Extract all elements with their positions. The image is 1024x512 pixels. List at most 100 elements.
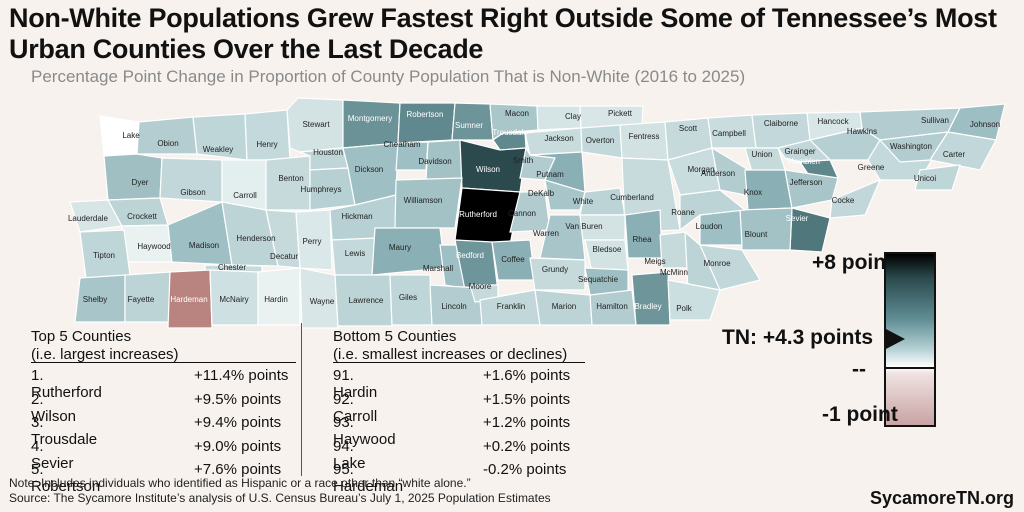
county-dyer xyxy=(103,153,163,201)
county-label-cumberland: Cumberland xyxy=(610,193,654,202)
county-label-jackson: Jackson xyxy=(544,134,573,143)
top5-county-name: 1. Rutherford xyxy=(31,367,102,401)
county-label-bradley: Bradley xyxy=(634,302,661,311)
county-bradley xyxy=(631,271,671,326)
county-label-franklin: Franklin xyxy=(497,302,525,311)
county-label-wilson: Wilson xyxy=(476,165,500,174)
legend-zero-line xyxy=(886,367,934,369)
county-label-hawkins: Hawkins xyxy=(847,127,877,136)
county-macon xyxy=(489,103,539,142)
county-label-trousdale: Trousdale xyxy=(492,128,528,137)
county-perry xyxy=(295,209,333,271)
bottom5-county-name: 93. Haywood xyxy=(333,414,396,448)
county-label-fentress: Fentress xyxy=(628,132,659,141)
county-label-weakley: Weakley xyxy=(203,145,234,154)
county-grundy xyxy=(529,257,586,291)
county-label-jefferson: Jefferson xyxy=(790,178,823,187)
county-label-marion: Marion xyxy=(552,302,576,311)
county-label-haywood: Haywood xyxy=(137,242,170,251)
county-label-hardin: Hardin xyxy=(264,295,288,304)
chart-subtitle: Percentage Point Change in Proportion of… xyxy=(31,67,746,86)
county-label-scott: Scott xyxy=(679,124,698,133)
county-anderson xyxy=(711,146,753,196)
county-robertson xyxy=(397,102,456,144)
bottom5-change-value: +0.2% points xyxy=(483,437,571,455)
county-label-blount: Blount xyxy=(745,230,768,239)
county-label-rutherford: Rutherford xyxy=(459,210,497,219)
county-carter xyxy=(929,131,997,171)
bottom5-change-value: +1.5% points xyxy=(483,390,571,408)
top5-change-value: +11.4% points xyxy=(194,367,289,384)
county-label-putnam: Putnam xyxy=(536,170,564,179)
county-label-campbell: Campbell xyxy=(712,129,746,138)
county-label-macon: Macon xyxy=(505,109,529,118)
county-label-carroll: Carroll xyxy=(233,191,257,200)
county-label-davidson: Davidson xyxy=(418,157,451,166)
top5-change-value: +9.5% points xyxy=(194,390,282,408)
county-label-sevier: Sevier xyxy=(786,214,809,223)
county-label-maury: Maury xyxy=(389,243,411,252)
county-label-sullivan: Sullivan xyxy=(921,116,949,125)
county-label-stewart: Stewart xyxy=(302,120,330,129)
county-label-crockett: Crockett xyxy=(127,212,158,221)
county-label-grundy: Grundy xyxy=(542,265,568,274)
county-label-obion: Obion xyxy=(157,139,178,148)
county-polk xyxy=(667,279,721,321)
county-label-sequatchie: Sequatchie xyxy=(578,275,619,284)
bottom5-county-name: 91. Hardin xyxy=(333,367,378,401)
county-roane xyxy=(679,189,747,232)
legend-state-label: TN: +4.3 points xyxy=(722,326,874,349)
county-label-dyer: Dyer xyxy=(132,178,149,187)
top5-heading: Top 5 Counties xyxy=(31,328,132,345)
county-label-hardeman: Hardeman xyxy=(170,295,207,304)
county-label-van-buren: Van Buren xyxy=(565,222,602,231)
bottom5-change-value: +1.6% points xyxy=(483,367,571,384)
brand-logo-text: SycamoreTN.org xyxy=(869,488,1014,508)
county-label-rhea: Rhea xyxy=(632,235,652,244)
county-label-smith: Smith xyxy=(513,156,533,165)
county-label-houston: Houston xyxy=(313,148,343,157)
top5-county-name: 5. Robertson xyxy=(31,461,101,495)
county-label-cannon: Cannon xyxy=(508,209,536,218)
top5-change-value: +7.6% points xyxy=(194,461,282,478)
county-williamson xyxy=(394,177,463,229)
county-label-madison: Madison xyxy=(189,241,219,250)
bottom5-county-name: 92. Carroll xyxy=(333,390,378,425)
county-label-henderson: Henderson xyxy=(236,234,275,243)
county-label-moore: Moore xyxy=(469,282,492,291)
table-divider xyxy=(301,323,302,476)
county-label-pickett: Pickett xyxy=(608,109,633,118)
county-label-mcminn: McMinn xyxy=(660,268,688,277)
county-label-meigs: Meigs xyxy=(644,257,665,266)
county-label-overton: Overton xyxy=(586,136,614,145)
county-label-cocke: Cocke xyxy=(832,196,855,205)
county-label-gibson: Gibson xyxy=(180,188,205,197)
bottom5-change-value: +1.2% points xyxy=(483,414,571,431)
top5-county-name: 3. Trousdale xyxy=(31,414,98,448)
county-label-grainger: Grainger xyxy=(784,147,815,156)
county-madison xyxy=(167,201,233,266)
legend-min-label: -1 point xyxy=(822,403,898,426)
county-label-loudon: Loudon xyxy=(696,222,723,231)
county-label-decatur: Decatur xyxy=(270,252,298,261)
top5-county-name: 4. Sevier xyxy=(31,437,74,472)
county-label-bledsoe: Bledsoe xyxy=(593,245,622,254)
county-label-perry: Perry xyxy=(302,237,321,246)
county-obion xyxy=(136,116,198,155)
county-label-monroe: Monroe xyxy=(703,259,731,268)
county-label-williamson: Williamson xyxy=(404,196,443,205)
county-label-robertson: Robertson xyxy=(407,110,444,119)
county-label-claiborne: Claiborne xyxy=(764,119,799,128)
county-label-wayne: Wayne xyxy=(310,297,335,306)
legend-zero-label: -- xyxy=(852,358,866,381)
county-lawrence xyxy=(334,274,393,327)
bottom5-subheading: (i.e. smallest increases or declines) xyxy=(333,346,568,363)
county-label-lawrence: Lawrence xyxy=(349,296,384,305)
county-label-shelby: Shelby xyxy=(83,295,107,304)
county-label-chester: Chester xyxy=(218,263,246,272)
county-label-hickman: Hickman xyxy=(341,212,372,221)
county-unicoi xyxy=(914,164,961,191)
county-label-mcnairy: McNairy xyxy=(219,295,248,304)
top5-county-name: 2. Wilson xyxy=(31,390,77,425)
county-label-johnson: Johnson xyxy=(970,120,1000,129)
